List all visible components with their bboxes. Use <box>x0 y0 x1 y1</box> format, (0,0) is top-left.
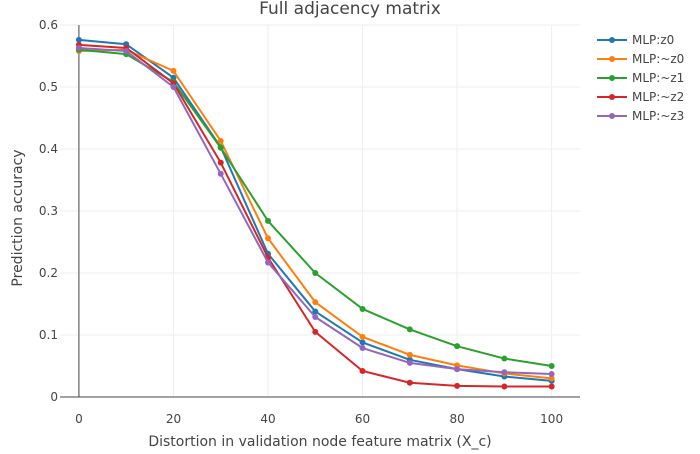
y-tick-label: 0 <box>50 390 58 404</box>
data-point <box>217 137 224 144</box>
y-tick-label: 0.5 <box>39 80 58 94</box>
legend-item: MLP:~z3 <box>597 109 684 123</box>
x-axis-title: Distortion in validation node feature ma… <box>148 434 491 450</box>
data-point <box>548 371 555 378</box>
legend-item: MLP:~z0 <box>597 52 684 66</box>
y-tick-label: 0.1 <box>39 328 58 342</box>
legend-swatch-marker <box>609 37 615 43</box>
data-point <box>359 345 366 352</box>
data-point <box>123 48 130 55</box>
data-point <box>548 363 555 369</box>
data-point <box>359 367 366 374</box>
data-point <box>75 36 82 43</box>
data-point <box>406 326 413 333</box>
data-point <box>312 314 319 321</box>
x-tick-label: 40 <box>260 412 275 426</box>
data-point <box>312 299 319 306</box>
x-tick-label: 20 <box>166 412 181 426</box>
axis-layer: 0 0.1 0.2 0.3 0.4 0.5 0.6 0 20 40 60 80 100 <box>39 18 580 426</box>
legend-label: MLP:z0 <box>632 33 674 47</box>
data-point <box>312 270 319 276</box>
y-tick-label: 0.2 <box>39 266 58 280</box>
series-MLP:~z3 <box>75 44 555 378</box>
legend-swatch-marker <box>609 75 615 81</box>
data-point <box>406 351 413 358</box>
y-tick-label: 0.4 <box>39 142 58 156</box>
data-point <box>170 74 177 81</box>
data-point <box>217 170 224 177</box>
x-tick-label: 0 <box>75 412 83 426</box>
data-point <box>170 67 177 74</box>
data-point <box>501 383 508 390</box>
data-point <box>217 159 224 166</box>
data-point <box>265 217 271 224</box>
data-point <box>501 355 508 362</box>
data-point <box>170 84 177 90</box>
legend-label: MLP:~z0 <box>632 52 684 66</box>
legend-label: MLP:~z3 <box>632 109 684 123</box>
data-point <box>265 259 271 266</box>
legend-item: MLP:z0 <box>597 33 674 47</box>
grid-layer <box>60 24 580 397</box>
data-point <box>359 333 366 340</box>
series-layer <box>75 36 555 390</box>
data-point <box>312 328 319 335</box>
x-tick-label: 80 <box>449 412 464 426</box>
y-tick-label: 0.6 <box>39 18 58 32</box>
data-point <box>359 305 366 312</box>
data-point <box>359 339 366 346</box>
y-axis-title: Prediction accuracy <box>10 149 26 286</box>
legend-swatch-marker <box>609 94 615 100</box>
y-tick-label: 0.3 <box>39 204 58 218</box>
legend-item: MLP:~z2 <box>597 90 684 104</box>
data-point <box>454 382 461 389</box>
legend-swatch-marker <box>609 113 615 119</box>
data-point <box>548 375 555 382</box>
data-point <box>265 235 271 242</box>
legend-item: MLP:~z1 <box>597 71 684 85</box>
x-tick-label: 60 <box>355 412 370 426</box>
data-point <box>312 308 319 315</box>
data-point <box>217 144 224 151</box>
data-point <box>501 369 508 376</box>
data-point <box>75 44 82 51</box>
data-point <box>454 343 461 350</box>
chart-title: Full adjacency matrix <box>259 0 441 19</box>
data-point <box>406 379 413 386</box>
series-MLP:~z1 <box>75 46 555 369</box>
series-MLP:~z2 <box>75 41 555 390</box>
x-tick-label: 100 <box>540 412 563 426</box>
data-point <box>406 359 413 366</box>
legend: MLP:z0 MLP:~z0 MLP:~z1 MLP:~z2 MLP:~z3 <box>597 33 684 123</box>
legend-label: MLP:~z2 <box>632 90 684 104</box>
series-MLP:~z0 <box>75 46 555 382</box>
data-point <box>454 366 461 373</box>
legend-label: MLP:~z1 <box>632 71 684 85</box>
data-point <box>548 383 555 390</box>
legend-swatch-marker <box>609 56 615 62</box>
